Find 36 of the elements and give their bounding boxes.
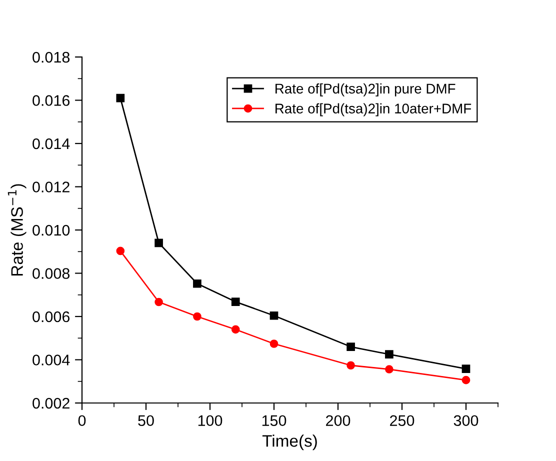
y-tick-label: 0.018: [32, 52, 70, 63]
point: [462, 364, 470, 373]
x-axis-title: Time(s): [262, 434, 317, 450]
point: [270, 311, 278, 320]
y-tick-label: 0.002: [32, 398, 70, 409]
x-tick-label: 50: [138, 415, 154, 426]
legend-label: Rate of[Pd(tsa)2]in pure DMF: [276, 83, 456, 96]
x-tick-label: 0: [78, 415, 86, 426]
x-tick-label: 300: [454, 415, 478, 426]
point: [193, 279, 202, 288]
point: [270, 340, 278, 348]
y-tick-label: 0.010: [32, 224, 70, 236]
y-tick-label: 0.006: [32, 311, 70, 322]
y-tick-label: 0.014: [32, 138, 70, 150]
y-tick-label: 0.008: [32, 268, 70, 279]
point: [231, 325, 240, 334]
y-tick-label: 0.016: [32, 95, 70, 106]
point: [154, 298, 163, 306]
point: [116, 94, 125, 102]
x-tick-label: 250: [390, 415, 414, 426]
x-tick-label: 100: [198, 415, 222, 426]
point: [231, 298, 240, 306]
point: [154, 238, 163, 248]
point: [385, 350, 394, 359]
point: [346, 361, 355, 370]
point: [193, 312, 202, 321]
x-tick-label: 200: [326, 415, 350, 426]
point: [462, 376, 470, 384]
point: [116, 246, 125, 256]
y-tick-label: 0.012: [32, 182, 70, 192]
x-tick-label: 150: [262, 415, 286, 426]
y-axis-title: Rate (MS$^{−1}$): [8, 184, 26, 276]
y-tick-label: 0.004: [32, 354, 70, 366]
point: [385, 365, 394, 374]
point: [346, 342, 355, 351]
legend-label: Rate of[Pd(tsa)2]in 10ater+DMF: [276, 103, 472, 116]
